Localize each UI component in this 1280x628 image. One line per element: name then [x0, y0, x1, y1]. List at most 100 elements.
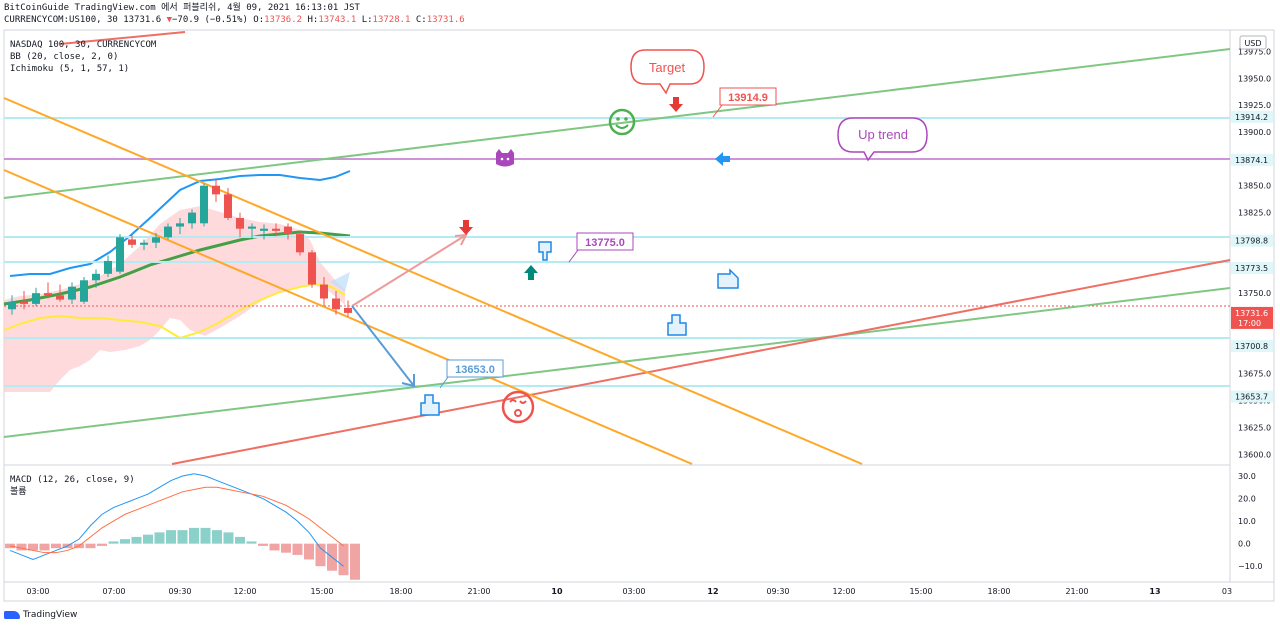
legend-macd: MACD (12, 26, close, 9)	[10, 475, 135, 485]
candle-body	[332, 298, 340, 310]
publish-line: BitCoinGuide TradingView.com 에서 퍼블리쉬, 4월…	[4, 3, 360, 13]
candle-body	[116, 237, 124, 272]
price-tick-label: 13900.0	[1238, 128, 1271, 137]
cat-face-icon	[496, 149, 514, 167]
price-note-13914[interactable]: 13914.9	[712, 87, 777, 118]
macd-series-line	[9, 473, 344, 567]
price-tick-label: 13950.0	[1238, 74, 1271, 83]
high-value: 13743.1	[318, 15, 357, 25]
price-change: −70.9 (−0.51%)	[172, 15, 248, 25]
price-label-text: 13653.7	[1235, 393, 1268, 402]
candle-body	[104, 260, 112, 274]
price-note-13775[interactable]: 13775.0	[568, 232, 634, 263]
price-labels: 13914.2 13874.1 13798.8 13773.5 13731.617:00…	[1231, 110, 1273, 403]
candle-body	[224, 194, 232, 218]
candle-body	[212, 185, 220, 195]
green-trendline-lower	[3, 287, 1231, 438]
candle-body	[92, 273, 100, 281]
time-tick-label: 09:30	[766, 587, 789, 596]
price-label-text: 13773.5	[1235, 264, 1268, 273]
smiley-icon	[608, 108, 636, 136]
chart-header: BitCoinGuide TradingView.com 에서 퍼블리쉬, 4월…	[4, 2, 465, 26]
price-tick-label: 13675.0	[1238, 370, 1271, 379]
pointing-hand-icon	[667, 314, 687, 336]
pointing-hand-icon	[717, 268, 739, 289]
candlestick-series	[8, 179, 352, 317]
price-note-13653[interactable]: 13653.0	[439, 359, 504, 389]
macd-histogram-bar	[16, 543, 27, 551]
target-callout[interactable]: Target	[630, 49, 705, 95]
macd-histogram-bar	[51, 543, 61, 549]
legend-ichimoku: Ichimoku (5, 1, 57, 1)	[10, 64, 129, 74]
price-label-box	[1231, 390, 1273, 403]
price-label-box	[1231, 153, 1273, 166]
price-label-box	[1231, 261, 1273, 274]
candle-body	[20, 301, 28, 304]
macd-histogram-bar	[223, 532, 234, 544]
down-arrow-icon: ▼	[166, 15, 172, 25]
down-projection-arrow	[351, 305, 415, 387]
candle-body	[308, 252, 316, 285]
macd-pane[interactable]	[5, 473, 360, 580]
last-price: 13731.6	[123, 15, 162, 25]
symbol-label: CURRENCYCOM:US100, 30	[4, 15, 118, 25]
price-tick-label: 13825.0	[1238, 209, 1271, 218]
time-tick-label: 18:00	[389, 587, 412, 596]
price-note-text: 13914.9	[728, 92, 768, 104]
macd-histogram-bar	[154, 532, 165, 544]
macd-tick-label: −10.0	[1238, 562, 1263, 571]
time-axis[interactable]: 03:00 07:00 09:30 12:00 15:00 18:00 21:00 10 03:…	[26, 587, 1232, 596]
macd-tick-label: 10.0	[1238, 517, 1256, 526]
arrow-up-icon	[524, 265, 538, 280]
ichimoku-cloud	[4, 206, 345, 392]
candle-body	[236, 217, 244, 229]
macd-histogram-bar	[338, 543, 349, 576]
up-projection-arrow	[351, 234, 467, 307]
time-tick-label: 09:30	[168, 587, 191, 596]
time-tick-label: 12:00	[233, 587, 256, 596]
time-tick-label: 07:00	[102, 587, 125, 596]
currency-label: USD	[1244, 39, 1261, 48]
orange-trendline-lower	[3, 169, 693, 465]
candle-body	[152, 237, 160, 243]
price-projection-shape	[330, 272, 350, 292]
bollinger-upper-band	[9, 170, 351, 277]
price-tick-label: 13975.0	[1238, 47, 1271, 56]
up-trend-callout[interactable]: Up trend	[837, 117, 928, 162]
candle-body	[140, 242, 148, 245]
price-label-box	[1231, 339, 1273, 352]
projection-arrows	[351, 233, 468, 388]
macd-histogram-bar	[269, 543, 280, 551]
price-note-text: 13775.0	[585, 237, 625, 249]
price-label-text: 13914.2	[1235, 113, 1268, 122]
target-callout-text: Target	[649, 60, 686, 75]
time-tick-label: 03	[1222, 587, 1232, 596]
time-tick-label: 03:00	[622, 587, 645, 596]
low-value: 13728.1	[372, 15, 411, 25]
arrow-down-icon	[459, 220, 473, 235]
candle-body	[68, 286, 76, 300]
up-trend-callout-text: Up trend	[858, 127, 908, 142]
pointing-hand-icon	[538, 241, 552, 261]
price-tick-label: 13600.0	[1238, 450, 1271, 459]
main-plot-area[interactable]: Target Up trend 13914.9 13775.0 13653.0	[3, 31, 1231, 465]
red-trendline	[171, 259, 1231, 465]
candle-body	[164, 226, 172, 238]
price-label-text: 13731.6	[1235, 309, 1268, 318]
candle-body	[128, 239, 136, 245]
macd-tick-label: 30.0	[1238, 472, 1256, 481]
candle-body	[44, 293, 52, 296]
macd-histogram-bar	[235, 536, 245, 544]
macd-histogram-bar	[281, 543, 291, 553]
trend-lines	[3, 31, 1231, 465]
price-label-box	[1231, 110, 1273, 123]
legend-symbol: NASDAQ 100, 30, CURRENCYCOM	[10, 40, 157, 50]
macd-histogram-bar	[246, 541, 257, 544]
currency-badge: USD	[1239, 35, 1267, 50]
time-tick-label: 12:00	[832, 587, 855, 596]
candle-body	[320, 284, 328, 299]
time-tick-label: 21:00	[1065, 587, 1088, 596]
legend-bb: BB (20, close, 2, 0)	[10, 52, 118, 62]
candle-body	[200, 185, 208, 224]
